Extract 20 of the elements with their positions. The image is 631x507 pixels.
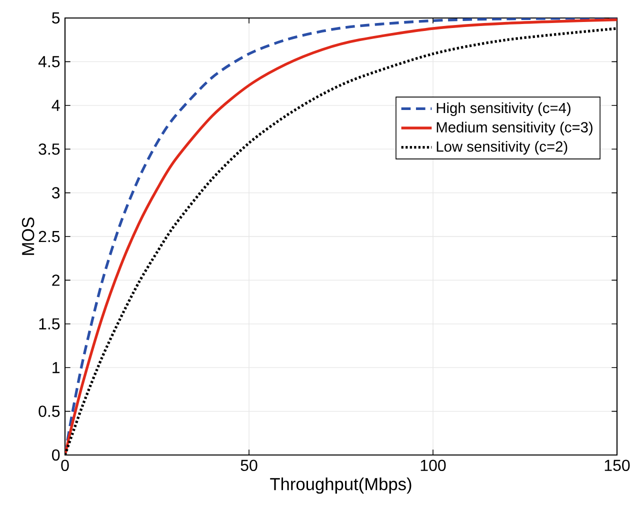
y-tick-label: 4.5: [38, 56, 60, 68]
legend-label: High sensitivity (c=4): [436, 102, 570, 116]
y-tick-label: 3.5: [38, 143, 60, 155]
y-tick-label: 4: [52, 100, 60, 111]
legend-label: Medium sensitivity (c=3): [436, 122, 592, 136]
y-tick-label: 0: [52, 449, 60, 461]
y-tick-label: 2.5: [38, 230, 60, 242]
y-tick-label: 1.5: [39, 318, 60, 330]
x-axis-title: Throughput(Mbps): [270, 478, 412, 494]
x-tick-label: 150: [604, 460, 630, 472]
x-tick-label: 50: [240, 460, 258, 472]
x-tick-label: 0: [61, 460, 69, 472]
y-tick-label: 0.5: [38, 406, 60, 417]
y-tick-label: 3: [52, 187, 60, 198]
x-tick-label: 100: [420, 460, 446, 472]
y-tick-label: 2: [52, 274, 60, 286]
legend-label: Low sensitivity (c=2): [436, 140, 568, 155]
y-axis-title: MOS: [22, 218, 34, 255]
y-tick-label: 1: [52, 362, 60, 374]
y-tick-label: 5: [52, 12, 60, 24]
